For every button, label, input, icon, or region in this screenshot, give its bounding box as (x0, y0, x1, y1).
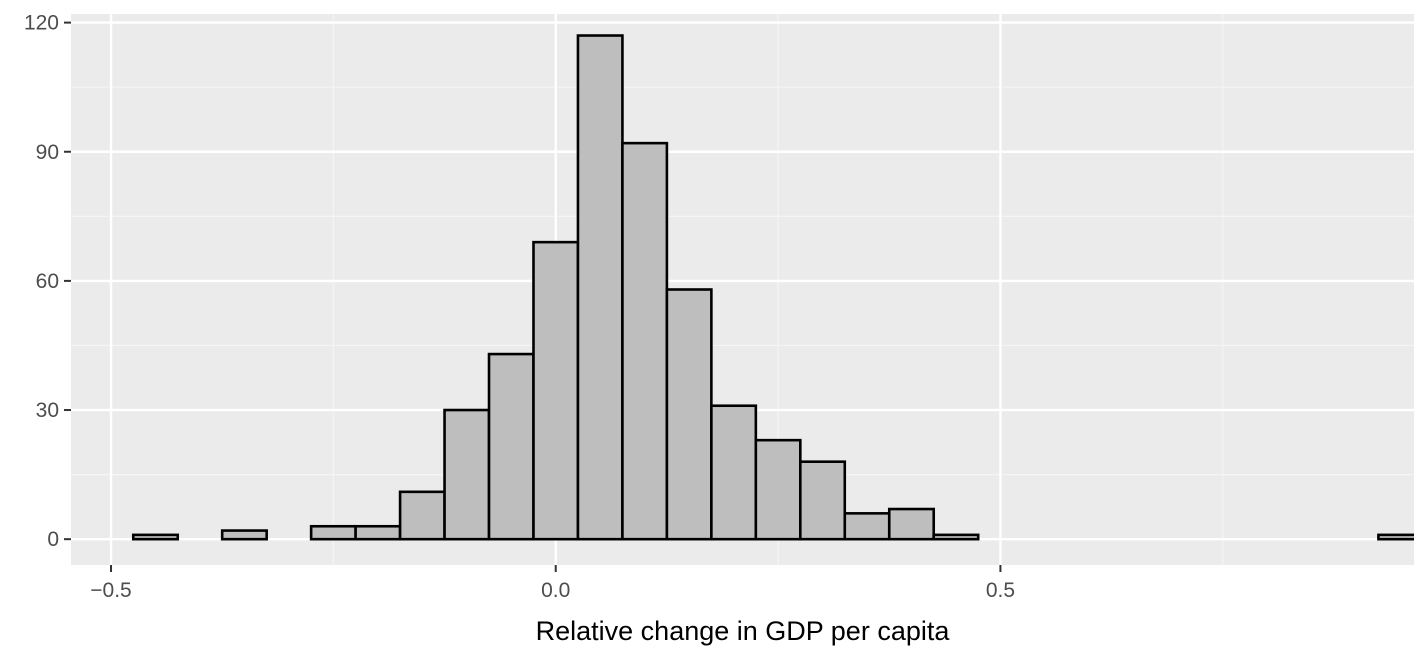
histogram-bar (354, 524, 402, 541)
histogram-bar (309, 524, 357, 541)
histogram-bar (665, 288, 713, 541)
histogram-bars (131, 34, 1414, 541)
x-axis-title: Relative change in GDP per capita (536, 616, 951, 646)
x-tick-label: 0.5 (986, 579, 1015, 602)
histogram-bar (487, 352, 535, 541)
y-tick-label: 30 (36, 399, 59, 422)
x-tick-label: 0.0 (541, 579, 570, 602)
y-axis: 0 30 60 90 120 (24, 12, 71, 551)
histogram-bar (220, 529, 268, 541)
histogram-bar (576, 34, 624, 541)
histogram-bar (621, 141, 669, 541)
y-tick-label: 90 (36, 141, 59, 164)
x-axis: −0.5 0.0 0.5 (90, 565, 1015, 602)
histogram-bar (932, 533, 980, 541)
y-tick-label: 60 (36, 270, 59, 293)
y-tick-label: 0 (47, 528, 59, 551)
histogram-bar (443, 408, 491, 541)
histogram-bar (887, 507, 936, 541)
histogram-bar (843, 512, 891, 541)
histogram-bar (799, 460, 847, 541)
histogram-bar (1377, 533, 1414, 541)
histogram-bar (754, 438, 802, 541)
x-tick-label: −0.5 (90, 579, 131, 602)
histogram-bar (131, 533, 180, 541)
histogram-bar (710, 404, 758, 541)
histogram-bar (398, 490, 446, 541)
histogram-bar (532, 240, 580, 541)
y-tick-label: 120 (24, 12, 59, 35)
